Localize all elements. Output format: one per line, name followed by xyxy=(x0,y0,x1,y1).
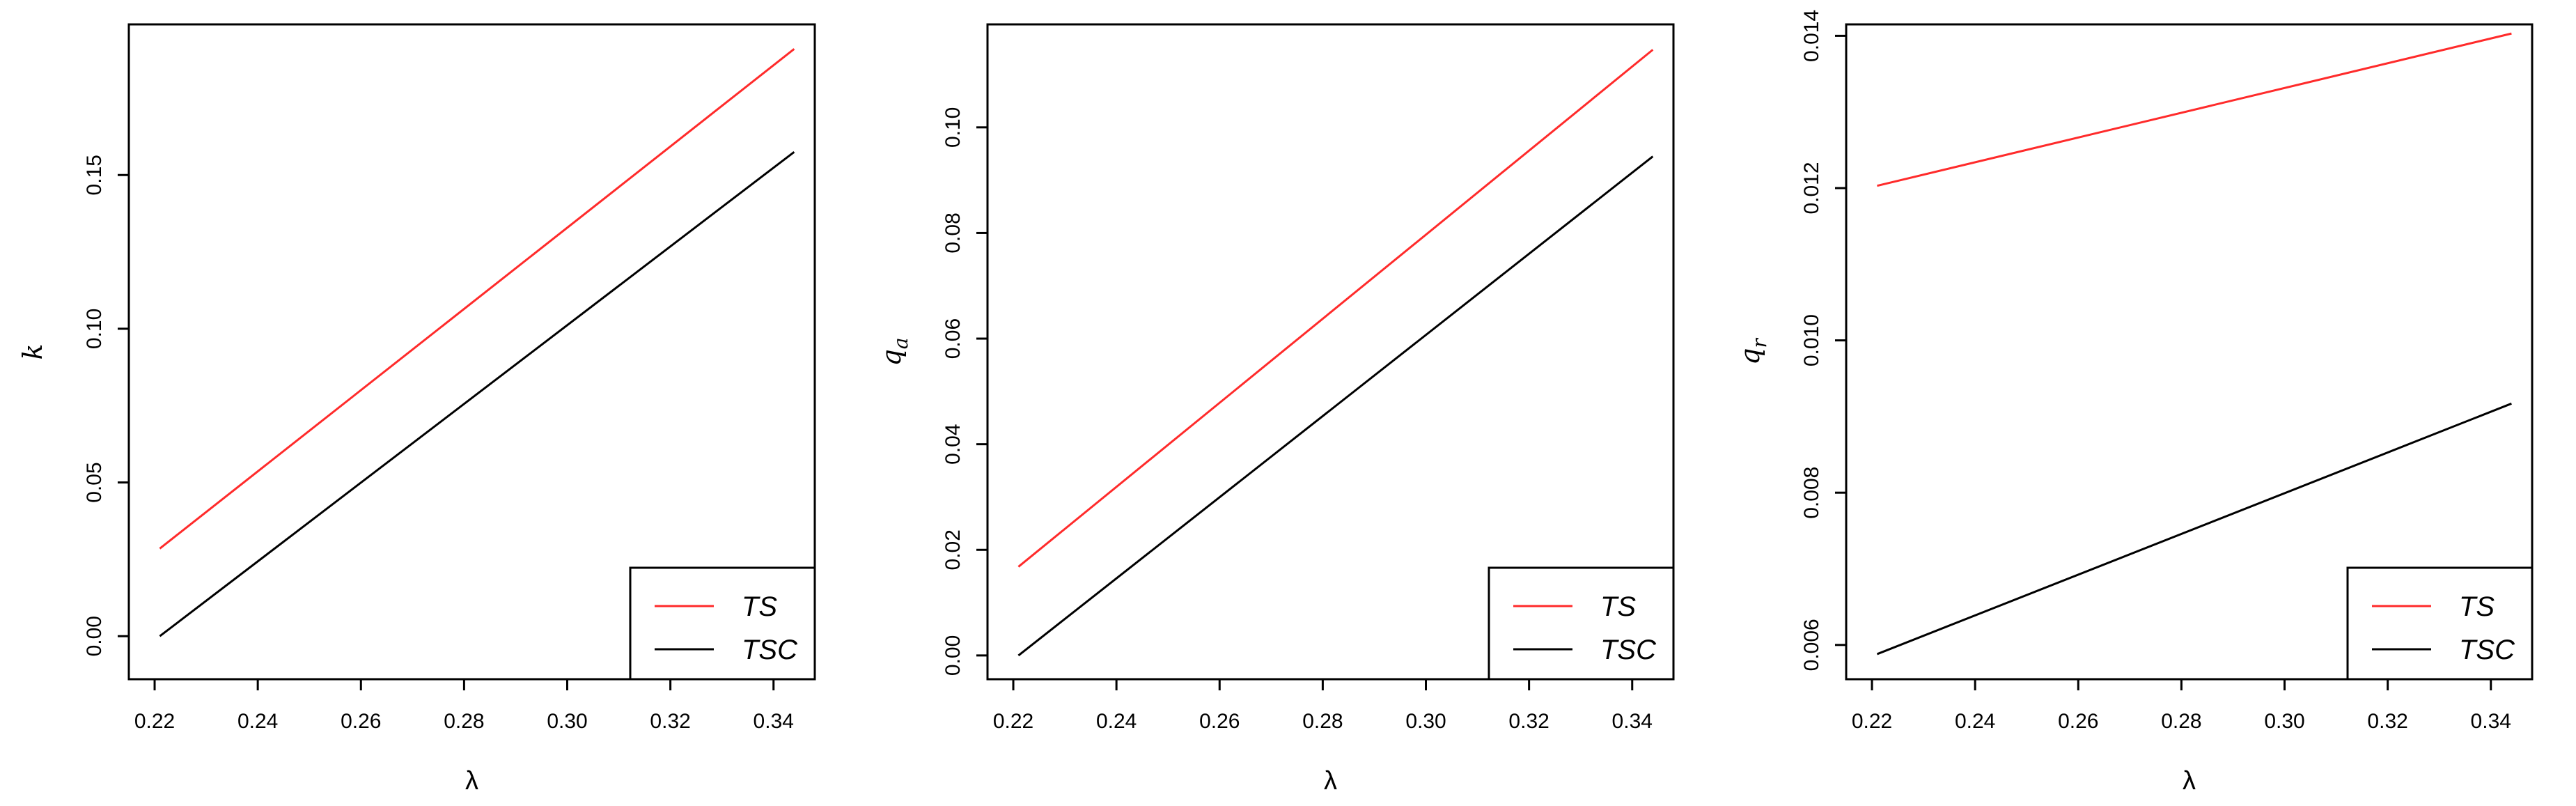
series-line-ts xyxy=(159,48,795,550)
y-tick-label: 0.006 xyxy=(1800,619,1823,671)
legend: TS TSC xyxy=(2346,566,2534,681)
series-line-ts xyxy=(1877,32,2512,187)
legend-box xyxy=(629,566,816,681)
legend-label-ts: TS xyxy=(1600,591,1636,622)
y-tick-label: 0.06 xyxy=(942,318,965,359)
chart-panel-3: 0.22 0.24 0.26 0.28 0.30 0.32 0.34 0.006 0.008 0.… xyxy=(1735,10,2534,796)
y-axis-title-main: k xyxy=(17,343,48,359)
x-tick-label: 0.22 xyxy=(1852,710,1892,733)
y-axis-title: qa xyxy=(876,337,912,366)
y-axis-title-subscript: a xyxy=(889,337,912,349)
x-tick-label: 0.26 xyxy=(341,710,381,733)
y-axis-title-main: q xyxy=(876,349,907,366)
legend: TS TSC xyxy=(1488,566,1675,681)
x-tick-label: 0.24 xyxy=(1096,710,1137,733)
series-line-ts xyxy=(1017,49,1654,568)
chart-panel-1: 0.22 0.24 0.26 0.28 0.30 0.32 0.34 0.00 0.05 0.10… xyxy=(17,23,816,796)
legend-label-ts: TS xyxy=(742,591,777,622)
x-axis-title: λ xyxy=(2183,766,2196,796)
y-tick-label: 0.00 xyxy=(83,616,106,656)
x-tick-label: 0.30 xyxy=(547,710,587,733)
legend-box xyxy=(2346,566,2534,681)
y-tick-label: 0.04 xyxy=(942,424,965,464)
x-tick-label: 0.30 xyxy=(2264,710,2304,733)
y-tick-label: 0.02 xyxy=(942,529,965,570)
x-tick-label: 0.28 xyxy=(444,710,484,733)
y-tick-label: 0.012 xyxy=(1800,162,1823,214)
x-tick-label: 0.28 xyxy=(2161,710,2201,733)
x-tick-label: 0.34 xyxy=(2471,710,2511,733)
y-tick-label: 0.05 xyxy=(83,462,106,502)
series-line-tsc xyxy=(1876,402,2512,656)
x-tick-label: 0.30 xyxy=(1405,710,1446,733)
legend-label-tsc: TSC xyxy=(1600,635,1657,665)
y-tick-label: 0.008 xyxy=(1800,467,1823,519)
legend: TS TSC xyxy=(629,566,816,681)
chart-panel-2: 0.22 0.24 0.26 0.28 0.30 0.32 0.34 0.00 0.02 0.04… xyxy=(876,23,1675,796)
y-tick-label: 0.014 xyxy=(1800,10,1823,62)
x-axis-title: λ xyxy=(1324,766,1337,796)
x-tick-label: 0.24 xyxy=(237,710,278,733)
x-tick-label: 0.32 xyxy=(650,710,690,733)
series-line-tsc xyxy=(159,150,795,637)
x-tick-label: 0.22 xyxy=(134,710,175,733)
x-tick-label: 0.22 xyxy=(993,710,1033,733)
x-tick-label: 0.34 xyxy=(1612,710,1653,733)
legend-label-ts: TS xyxy=(2459,591,2495,622)
y-tick-label: 0.15 xyxy=(83,155,106,195)
x-tick-label: 0.32 xyxy=(1508,710,1549,733)
legend-label-tsc: TSC xyxy=(742,635,798,665)
y-axis-title: k xyxy=(17,343,48,359)
y-tick-label: 0.010 xyxy=(1800,314,1823,366)
x-tick-label: 0.32 xyxy=(2367,710,2407,733)
x-tick-label: 0.28 xyxy=(1302,710,1343,733)
y-tick-label: 0.00 xyxy=(942,635,965,676)
y-tick-label: 0.08 xyxy=(942,212,965,253)
x-axis-title: λ xyxy=(465,766,478,796)
y-tick-label: 0.10 xyxy=(83,309,106,349)
y-axis-title-subscript: r xyxy=(1748,338,1771,348)
y-axis-title: qr xyxy=(1735,338,1771,365)
series-line-tsc xyxy=(1017,155,1654,657)
y-axis-title-main: q xyxy=(1735,348,1765,365)
x-tick-label: 0.26 xyxy=(1199,710,1240,733)
y-tick-label: 0.10 xyxy=(942,107,965,148)
x-tick-label: 0.26 xyxy=(2058,710,2098,733)
x-tick-label: 0.24 xyxy=(1955,710,1995,733)
legend-label-tsc: TSC xyxy=(2459,635,2515,665)
legend-box xyxy=(1488,566,1675,681)
x-tick-label: 0.34 xyxy=(754,710,794,733)
